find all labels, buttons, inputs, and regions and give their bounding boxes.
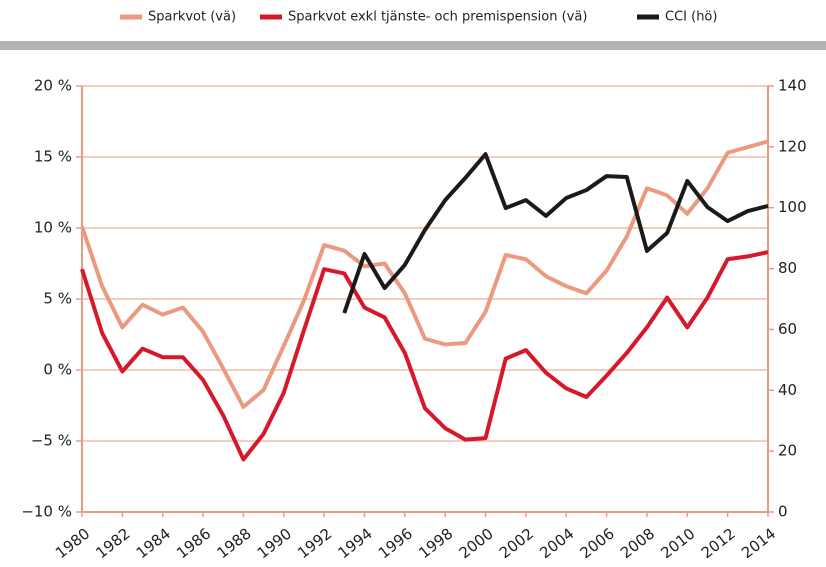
x-tick-label: 2008 xyxy=(617,525,658,563)
series-line xyxy=(80,139,769,409)
y2-tick-label: 80 xyxy=(778,259,797,277)
x-tick-label: 1992 xyxy=(294,525,335,563)
x-tick-label: 2000 xyxy=(456,525,497,563)
x-tick-label: 1982 xyxy=(92,525,133,563)
x-tick-label: 2012 xyxy=(698,525,739,563)
x-tick-label: 1996 xyxy=(375,525,416,563)
y-tick-label: 5 % xyxy=(43,290,72,308)
y-tick-label: −5 % xyxy=(31,432,72,450)
y2-tick-label: 40 xyxy=(778,381,797,399)
x-tick-label: 2006 xyxy=(577,525,618,563)
series-line xyxy=(342,152,769,314)
x-tick-label: 1998 xyxy=(415,525,456,563)
x-tick-label: 1980 xyxy=(52,525,93,563)
x-tick-label: 1994 xyxy=(335,525,376,563)
y2-tick-label: 120 xyxy=(778,137,807,155)
x-tick-label: 2002 xyxy=(496,525,537,563)
legend-label: Sparkvot (vä) xyxy=(148,10,236,25)
y-tick-label: 15 % xyxy=(34,148,72,166)
x-tick-label: 1988 xyxy=(213,525,254,563)
y2-tick-label: 60 xyxy=(778,320,797,338)
y-tick-label: −10 % xyxy=(21,503,72,521)
x-tick-label: 1986 xyxy=(173,525,214,563)
header-band xyxy=(0,41,826,50)
legend-label: Sparkvot exkl tjänste- och premispension… xyxy=(288,10,587,25)
y2-tick-label: 0 xyxy=(778,503,788,521)
y2-tick-label: 140 xyxy=(778,77,807,95)
y-tick-label: 20 % xyxy=(34,77,72,95)
y-tick-label: 10 % xyxy=(34,219,72,237)
y2-tick-label: 100 xyxy=(778,198,807,216)
y2-tick-label: 20 xyxy=(778,442,797,460)
x-tick-label: 2010 xyxy=(657,525,698,563)
y-tick-label: 0 % xyxy=(43,361,72,379)
series-line xyxy=(80,250,769,462)
x-tick-label: 2014 xyxy=(738,525,779,563)
legend-label: CCI (hö) xyxy=(665,10,717,25)
x-tick-label: 1990 xyxy=(254,525,295,563)
x-tick-label: 2004 xyxy=(536,525,577,563)
x-tick-label: 1984 xyxy=(133,525,174,563)
